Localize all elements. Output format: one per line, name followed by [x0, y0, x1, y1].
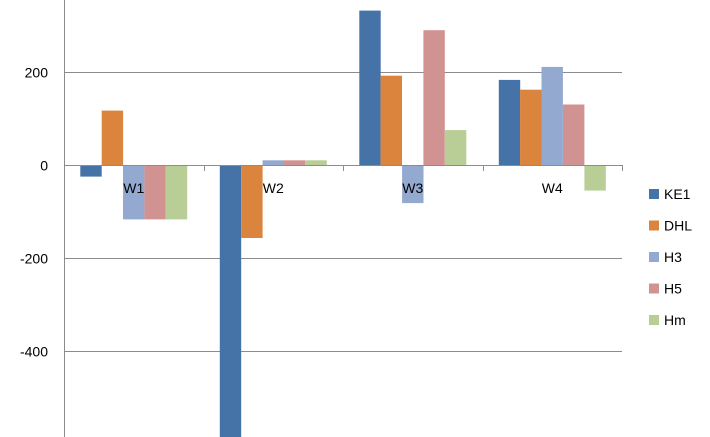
y-tick-label: -400 — [20, 344, 48, 360]
bar-dhl-w1 — [101, 110, 124, 165]
legend-label-dhl: DHL — [664, 218, 692, 234]
x-category-label: W2 — [263, 180, 284, 196]
legend-label-hm: Hm — [664, 312, 686, 328]
bar-ke1-w1 — [80, 165, 102, 177]
legend-label-h3: H3 — [664, 249, 682, 265]
legend-swatch-h5 — [649, 283, 659, 294]
bar-hm-w1 — [165, 165, 188, 220]
legend-swatch-hm — [649, 315, 659, 325]
bar-h3-w3 — [402, 165, 424, 204]
bar-hm-w2 — [305, 160, 327, 165]
bar-hm-w4 — [584, 165, 606, 191]
bar-h5-w1 — [144, 165, 166, 220]
bar-h3-w1 — [123, 165, 145, 220]
x-category-label: W3 — [402, 180, 423, 196]
y-tick-label: 0 — [40, 158, 48, 174]
bar-h3-w4 — [541, 66, 563, 165]
bar-dhl-w3 — [380, 75, 402, 165]
x-category-label: W1 — [123, 180, 144, 196]
bar-hm-w3 — [444, 130, 467, 165]
bar-h5-w3 — [423, 30, 445, 166]
y-tick-label: -200 — [20, 251, 48, 267]
bar-h3-w2 — [262, 160, 284, 165]
x-category-label: W4 — [542, 180, 563, 196]
bar-ke1-w3 — [359, 10, 381, 165]
legend-swatch-ke1 — [649, 189, 659, 199]
bar-dhl-w2 — [241, 165, 263, 238]
bar-h5-w4 — [563, 104, 585, 165]
bar-ke1-w2 — [219, 165, 242, 437]
bar-ke1-w4 — [498, 79, 521, 165]
bar-h5-w2 — [283, 160, 306, 165]
legend-label-h5: H5 — [664, 281, 682, 297]
legend-swatch-h3 — [649, 252, 659, 262]
legend-swatch-dhl — [649, 220, 659, 231]
bar-dhl-w4 — [520, 89, 542, 165]
legend-label-ke1: KE1 — [664, 186, 691, 202]
y-tick-label: 200 — [25, 65, 49, 81]
